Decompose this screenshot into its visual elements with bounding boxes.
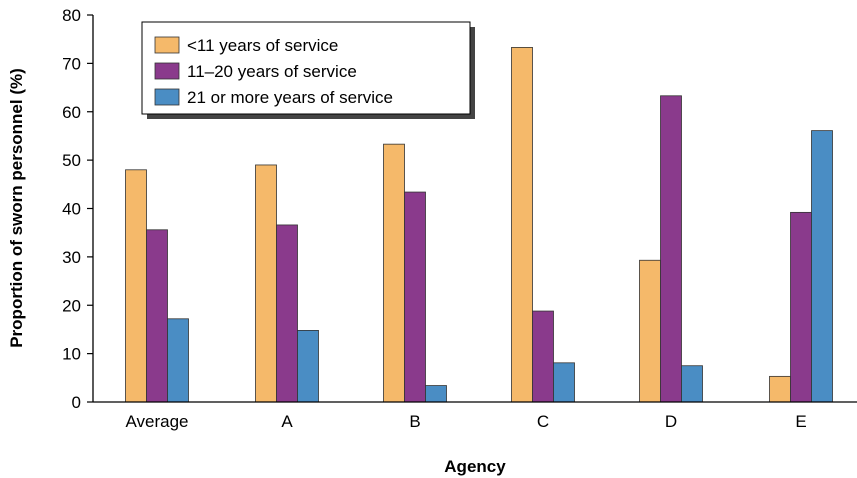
bar	[532, 310, 554, 403]
x-tick-label: B	[409, 412, 420, 431]
legend-box	[141, 21, 471, 115]
bar	[255, 164, 277, 403]
bar	[146, 229, 168, 403]
x-tick-label: D	[665, 412, 677, 431]
legend-swatch	[154, 88, 180, 106]
bar	[404, 191, 426, 403]
y-tick-label: 20	[62, 296, 81, 315]
bar	[553, 362, 575, 403]
bar	[681, 365, 703, 403]
axes: 0 10 20 30 40 50 60 70 80 Average A B C D E	[62, 6, 857, 431]
y-tick-label: 40	[62, 200, 81, 219]
bar	[167, 318, 189, 403]
bar	[383, 143, 405, 403]
legend-label: 11–20 years of service	[187, 62, 357, 81]
x-tick-label: Average	[125, 412, 188, 431]
y-tick-label: 30	[62, 248, 81, 267]
legend-label: <11 years of service	[187, 36, 338, 55]
legend-label: 21 or more years of service	[187, 88, 393, 107]
y-tick-label: 70	[62, 54, 81, 73]
bar	[511, 47, 533, 403]
bar	[790, 211, 812, 403]
bar	[297, 330, 319, 403]
x-axis-title: Agency	[444, 457, 506, 476]
legend-swatch	[154, 36, 180, 54]
bar	[811, 130, 833, 403]
x-tick-label: E	[795, 412, 806, 431]
legend: <11 years of service 11–20 years of servi…	[141, 21, 475, 119]
y-tick-label: 10	[62, 345, 81, 364]
y-ticks: 0 10 20 30 40 50 60 70 80	[62, 6, 93, 412]
y-tick-label: 50	[62, 151, 81, 170]
legend-swatch	[154, 62, 180, 80]
x-tick-label: C	[537, 412, 549, 431]
y-axis-title: Proportion of sworn personnel (%)	[7, 68, 26, 348]
bar	[125, 169, 147, 403]
bar	[276, 224, 298, 403]
y-tick-label: 0	[72, 393, 81, 412]
bar	[639, 259, 661, 403]
bar	[425, 385, 447, 403]
y-tick-label: 80	[62, 6, 81, 25]
bar	[660, 95, 682, 403]
x-tick-label: A	[281, 412, 293, 431]
bar	[769, 375, 791, 403]
x-ticks: Average A B C D E	[125, 412, 806, 431]
plot-bars	[125, 47, 833, 403]
y-tick-label: 60	[62, 103, 81, 122]
